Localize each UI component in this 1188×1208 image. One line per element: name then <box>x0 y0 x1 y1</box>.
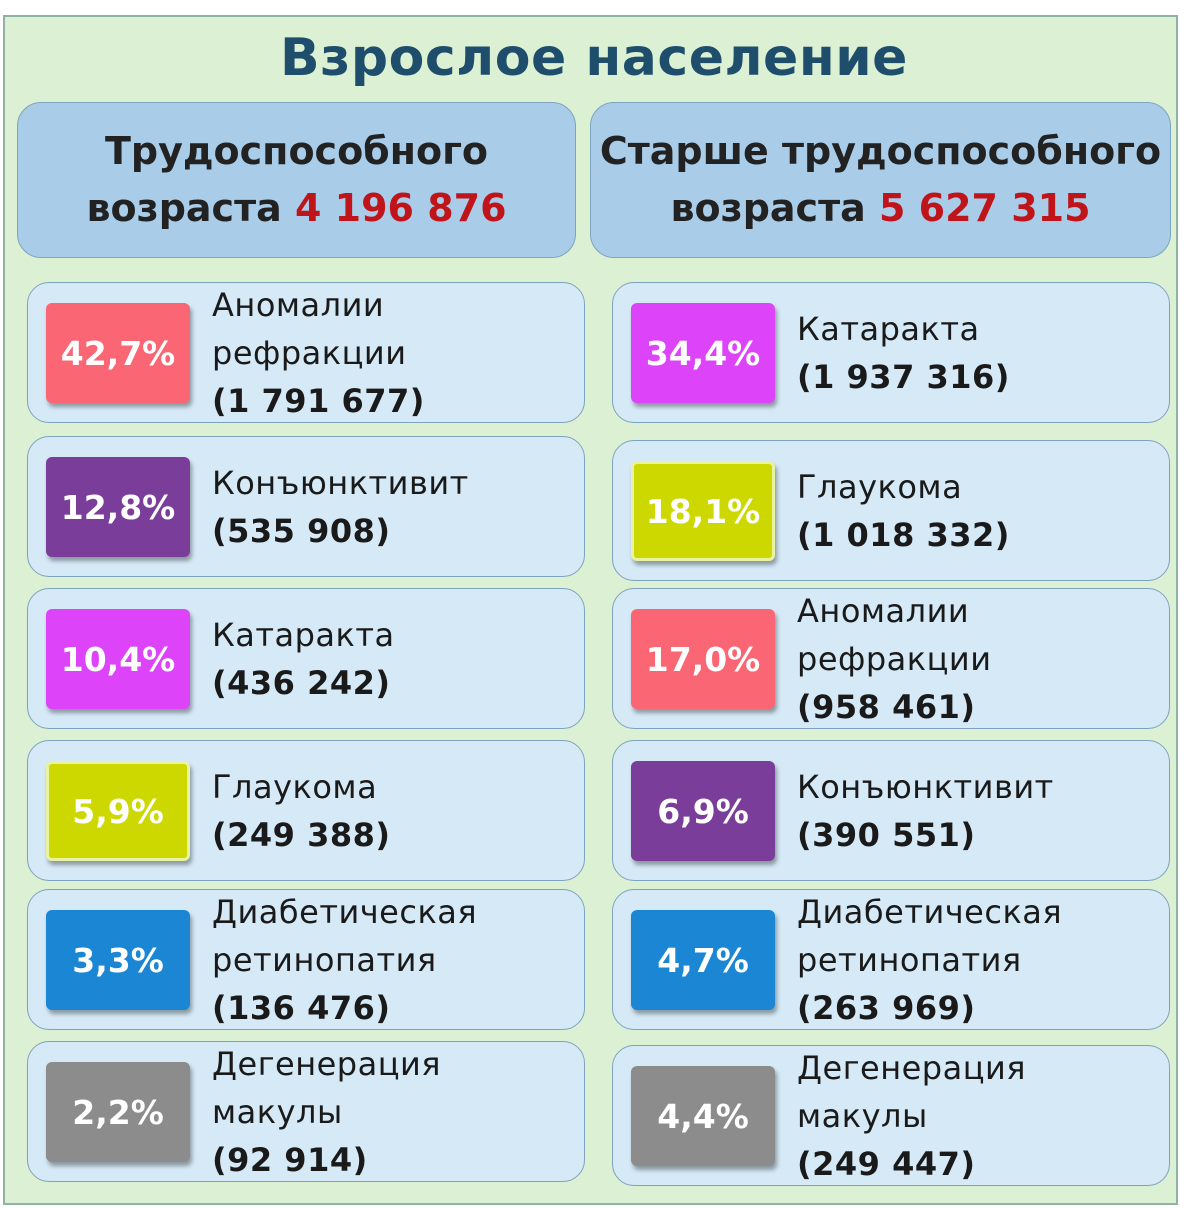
patient-count: (249 388) <box>212 815 391 854</box>
disease-name-line: ретинопатия <box>797 940 1022 979</box>
disease-name-line: Катаракта <box>212 615 395 654</box>
disease-name-line: Глаукома <box>797 467 963 506</box>
disease-label: Диабетическая ретинопатия (136 476) <box>212 890 576 1029</box>
column-header-line2: возраста 5 627 315 <box>670 180 1090 237</box>
column-header-over-working-age: Старше трудоспособного возраста 5 627 31… <box>590 102 1171 258</box>
disease-label: Конъюнктивит (390 551) <box>797 741 1161 880</box>
column-header-line1: Старше трудоспособного <box>599 129 1162 173</box>
patient-count: (263 969) <box>797 988 976 1027</box>
disease-name-line: Аномалии <box>797 591 970 630</box>
page-title: Взрослое население <box>280 28 908 88</box>
disease-label: Глаукома (1 018 332) <box>797 441 1161 580</box>
disease-label: Диабетическая ретинопатия (263 969) <box>797 890 1161 1029</box>
patient-count: (249 447) <box>797 1144 976 1183</box>
percent-badge: 42,7% <box>46 303 190 403</box>
percent-badge: 4,7% <box>631 910 775 1010</box>
column-total: 5 627 315 <box>878 186 1091 230</box>
disease-name-line: Диабетическая <box>797 892 1063 931</box>
percent-badge: 2,2% <box>46 1062 190 1162</box>
disease-name-line: Конъюнктивит <box>797 767 1054 806</box>
percent-badge: 10,4% <box>46 609 190 709</box>
disease-card: 6,9% Конъюнктивит (390 551) <box>612 740 1170 881</box>
disease-name-line: Диабетическая <box>212 892 478 931</box>
disease-card: 2,2% Дегенерация макулы (92 914) <box>27 1041 585 1182</box>
disease-label: Глаукома (249 388) <box>212 741 576 880</box>
column-header-line2: возраста 4 196 876 <box>86 180 506 237</box>
disease-card: 4,7% Диабетическая ретинопатия (263 969) <box>612 889 1170 1030</box>
disease-name-line: макулы <box>797 1096 928 1135</box>
disease-label: Дегенерация макулы (249 447) <box>797 1046 1161 1185</box>
disease-name-line: Дегенерация <box>797 1048 1027 1087</box>
percent-badge: 18,1% <box>631 461 775 561</box>
percent-badge: 6,9% <box>631 761 775 861</box>
disease-name-line: Дегенерация <box>212 1044 442 1083</box>
patient-count: (1 791 677) <box>212 381 425 420</box>
disease-card: 18,1% Глаукома (1 018 332) <box>612 440 1170 581</box>
patient-count: (390 551) <box>797 815 976 854</box>
percent-badge: 17,0% <box>631 609 775 709</box>
disease-card: 4,4% Дегенерация макулы (249 447) <box>612 1045 1170 1186</box>
disease-name-line: Аномалии <box>212 285 385 324</box>
patient-count: (958 461) <box>797 687 976 726</box>
disease-card: 17,0% Аномалии рефракции (958 461) <box>612 588 1170 729</box>
disease-label: Катаракта (1 937 316) <box>797 283 1161 422</box>
disease-name-line: рефракции <box>797 639 992 678</box>
disease-card: 10,4% Катаракта (436 242) <box>27 588 585 729</box>
column-header-working-age: Трудоспособного возраста 4 196 876 <box>17 102 576 258</box>
patient-count: (1 937 316) <box>797 357 1010 396</box>
column-total: 4 196 876 <box>294 186 507 230</box>
disease-label: Аномалии рефракции (958 461) <box>797 589 1161 728</box>
disease-name-line: ретинопатия <box>212 940 437 979</box>
column-header-line1: Трудоспособного <box>104 129 489 173</box>
percent-badge: 5,9% <box>46 761 190 861</box>
disease-label: Аномалии рефракции (1 791 677) <box>212 283 576 422</box>
disease-name-line: Катаракта <box>797 309 980 348</box>
percent-badge: 4,4% <box>631 1066 775 1166</box>
patient-count: (136 476) <box>212 988 391 1027</box>
disease-card: 3,3% Диабетическая ретинопатия (136 476) <box>27 889 585 1030</box>
percent-badge: 34,4% <box>631 303 775 403</box>
percent-badge: 12,8% <box>46 457 190 557</box>
disease-label: Катаракта (436 242) <box>212 589 576 728</box>
disease-name-line: рефракции <box>212 333 407 372</box>
disease-name-line: макулы <box>212 1092 343 1131</box>
column-header-age-word: возраста <box>670 186 866 230</box>
disease-name-line: Конъюнктивит <box>212 463 469 502</box>
patient-count: (535 908) <box>212 511 391 550</box>
percent-badge: 3,3% <box>46 910 190 1010</box>
disease-card: 34,4% Катаракта (1 937 316) <box>612 282 1170 423</box>
disease-label: Конъюнктивит (535 908) <box>212 437 576 576</box>
disease-label: Дегенерация макулы (92 914) <box>212 1042 576 1181</box>
disease-name-line: Глаукома <box>212 767 378 806</box>
disease-card: 5,9% Глаукома (249 388) <box>27 740 585 881</box>
patient-count: (1 018 332) <box>797 515 1010 554</box>
patient-count: (92 914) <box>212 1140 368 1179</box>
column-header-age-word: возраста <box>86 186 282 230</box>
disease-card: 12,8% Конъюнктивит (535 908) <box>27 436 585 577</box>
disease-card: 42,7% Аномалии рефракции (1 791 677) <box>27 282 585 423</box>
patient-count: (436 242) <box>212 663 391 702</box>
